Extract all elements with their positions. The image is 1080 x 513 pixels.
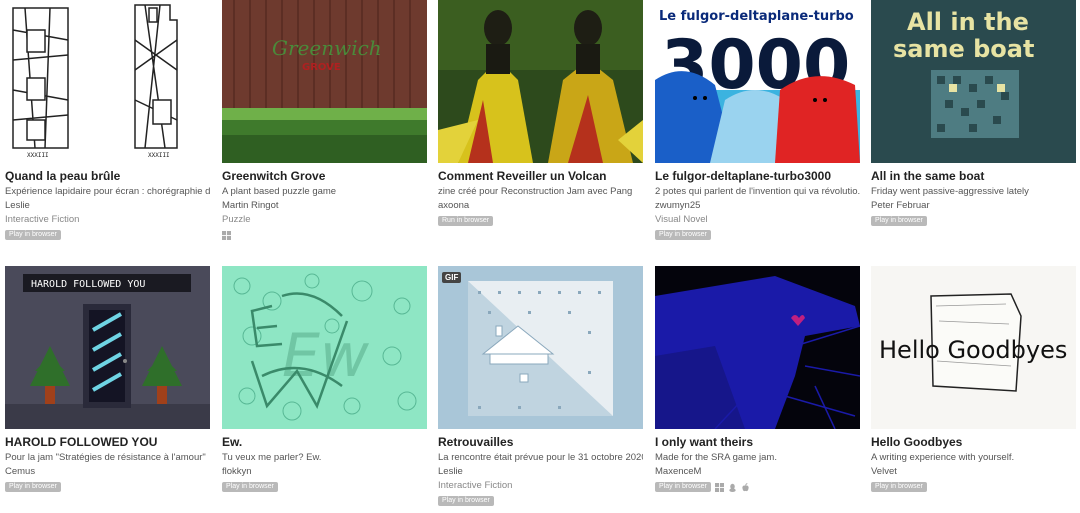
game-description: Made for the SRA game jam. <box>655 452 777 463</box>
game-description: Expérience lapidaire pour écran : chorég… <box>5 186 210 197</box>
thumbnail-art: All in the same boat <box>871 0 1076 163</box>
game-author[interactable]: Peter Februar <box>871 200 930 211</box>
game-meta: Play in browser <box>5 482 61 492</box>
game-description: A plant based puzzle game <box>222 186 337 197</box>
game-description: 2 potes qui parlent de l'invention qui v… <box>655 186 860 197</box>
game-title[interactable]: Le fulgor-deltaplane-turbo3000 <box>655 169 832 183</box>
game-title[interactable]: I only want theirs <box>655 435 754 449</box>
game-description: zine créé pour Reconstruction Jam avec P… <box>438 186 633 197</box>
game-meta: Play in browser <box>655 230 711 240</box>
game-author[interactable]: Cemus <box>5 466 36 477</box>
thumbnail-art: Hello Goodbyes <box>871 266 1076 429</box>
thumbnail-art <box>655 266 860 429</box>
play-in-browser-badge: Play in browser <box>5 230 61 240</box>
thumbnail-art <box>438 266 643 429</box>
play-in-browser-badge: Play in browser <box>438 496 494 506</box>
play-in-browser-badge: Play in browser <box>871 216 927 226</box>
game-meta: Play in browser <box>5 230 61 240</box>
svg-text:XXXIII: XXXIII <box>148 152 170 159</box>
game-genre: Interactive Fiction <box>438 480 513 491</box>
game-author[interactable]: flokkyn <box>222 466 252 477</box>
play-in-browser-badge: Play in browser <box>222 482 278 492</box>
game-genre: Visual Novel <box>655 214 708 225</box>
thumb-title-text: Hello Goodbyes <box>879 336 1067 364</box>
game-thumbnail[interactable]: Hello Goodbyes <box>871 266 1076 429</box>
game-description: La rencontre était prévue pour le 31 oct… <box>438 452 643 463</box>
thumb-title-text: Le fulgor-deltaplane-turbo <box>659 9 854 24</box>
game-title[interactable]: HAROLD FOLLOWED YOU <box>5 435 158 449</box>
thumbnail-art <box>438 0 643 163</box>
game-title[interactable]: All in the same boat <box>871 169 985 183</box>
thumb-title-text: Ew <box>282 321 370 391</box>
thumb-title-line2: same boat <box>893 35 1034 63</box>
linux-icon <box>729 483 736 492</box>
game-genre: Puzzle <box>222 214 251 225</box>
game-author[interactable]: Leslie <box>5 200 30 211</box>
game-author[interactable]: Leslie <box>438 466 463 477</box>
game-meta: Play in browser <box>438 496 494 506</box>
run-in-browser-badge: Run in browser <box>438 216 494 226</box>
game-thumbnail[interactable]: Le fulgor-deltaplane-turbo 3000 <box>655 0 860 163</box>
game-author[interactable]: MaxenceM <box>655 466 702 477</box>
apple-icon <box>742 482 749 491</box>
game-meta: Run in browser <box>438 216 494 226</box>
game-thumbnail[interactable]: All in the same boat <box>871 0 1076 163</box>
play-in-browser-badge: Play in browser <box>5 482 61 492</box>
game-description: Tu veux me parler? Ew. <box>222 452 322 463</box>
game-title[interactable]: Quand la peau brûle <box>5 169 121 183</box>
game-title[interactable]: Ew. <box>222 435 243 449</box>
game-thumbnail[interactable] <box>438 0 643 163</box>
game-genre: Interactive Fiction <box>5 214 80 225</box>
game-thumbnail[interactable]: Ew <box>222 266 427 429</box>
thumb-title-line1: All in the <box>907 8 1029 36</box>
play-in-browser-badge: Play in browser <box>871 482 927 492</box>
thumb-subtitle-text: GROVE <box>302 62 341 73</box>
game-title[interactable]: Comment Reveiller un Volcan <box>438 169 607 183</box>
game-description: Pour la jam "Stratégies de résistance à … <box>5 452 206 463</box>
game-thumbnail[interactable]: HAROLD FOLLOWED YOU <box>5 266 210 429</box>
thumbnail-art: HAROLD FOLLOWED YOU <box>5 266 210 429</box>
thumbnail-art: Ew <box>222 266 427 429</box>
game-author[interactable]: Martin Ringot <box>222 200 279 211</box>
thumbnail-art: XXXIII XXXIII <box>5 0 210 163</box>
windows-icon <box>714 482 724 492</box>
game-thumbnail[interactable]: XXXIII XXXIII <box>5 0 210 163</box>
game-meta <box>222 230 231 240</box>
play-in-browser-badge: Play in browser <box>655 482 711 492</box>
game-description: A writing experience with yourself. <box>871 452 1015 463</box>
thumb-title-text: Greenwich <box>272 36 382 60</box>
game-meta: Play in browser <box>222 482 278 492</box>
game-author[interactable]: zwumyn25 <box>655 200 701 211</box>
game-meta: Play in browser <box>871 482 927 492</box>
game-title[interactable]: Greenwitch Grove <box>222 169 326 183</box>
game-title[interactable]: Retrouvailles <box>438 435 514 449</box>
thumbnail-art: Le fulgor-deltaplane-turbo 3000 <box>655 0 860 163</box>
game-thumbnail[interactable]: Greenwich GROVE <box>222 0 427 163</box>
svg-text:XXXIII: XXXIII <box>27 152 49 159</box>
game-title[interactable]: Hello Goodbyes <box>871 435 963 449</box>
game-description: Friday went passive-aggressive lately <box>871 186 1029 197</box>
thumb-title-text: HAROLD FOLLOWED YOU <box>31 279 145 290</box>
game-meta: Play in browser <box>655 482 750 492</box>
game-meta: Play in browser <box>871 216 927 226</box>
game-thumbnail[interactable] <box>655 266 860 429</box>
play-in-browser-badge: Play in browser <box>655 230 711 240</box>
game-thumbnail[interactable]: GIF <box>438 266 643 429</box>
game-author[interactable]: Velvet <box>871 466 897 477</box>
windows-icon <box>222 230 231 240</box>
thumbnail-art: Greenwich GROVE <box>222 0 427 163</box>
gif-label: GIF <box>442 272 462 283</box>
game-author[interactable]: axoona <box>438 200 470 211</box>
